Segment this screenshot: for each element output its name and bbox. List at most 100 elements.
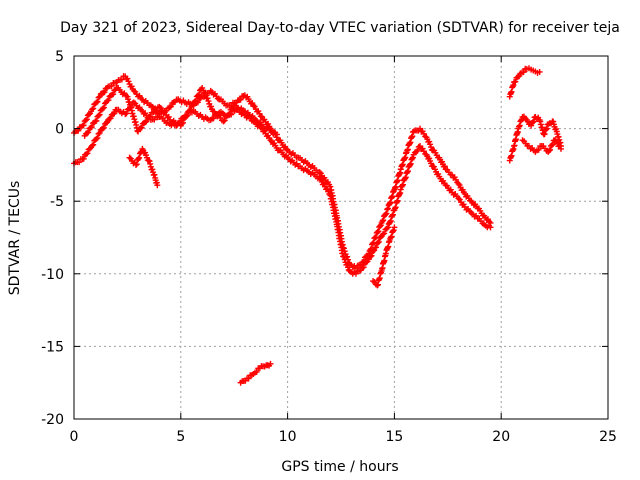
series-track-c: [81, 84, 280, 139]
data-point-marker: [105, 97, 112, 104]
data-point-marker: [84, 130, 91, 137]
data-point-marker: [399, 182, 406, 189]
data-point-marker: [226, 110, 233, 117]
data-point-marker: [516, 123, 522, 130]
data-point-marker: [220, 118, 227, 125]
data-point-marker: [344, 264, 351, 271]
data-point-marker: [228, 105, 235, 112]
data-point-marker: [195, 91, 202, 98]
data-point-marker: [146, 158, 153, 165]
data-point-marker: [110, 91, 117, 98]
data-point-marker: [89, 142, 96, 149]
data-point-marker: [407, 160, 414, 167]
x-tick-label: 10: [279, 429, 297, 445]
data-point-marker: [447, 186, 454, 193]
data-point-marker: [399, 181, 406, 188]
data-point-marker: [94, 98, 101, 105]
data-point-marker: [375, 228, 382, 235]
y-tick-label: -20: [41, 412, 64, 428]
data-point-marker: [126, 154, 133, 161]
data-point-marker: [85, 129, 92, 136]
data-point-marker: [94, 134, 101, 141]
data-point-marker: [90, 141, 97, 148]
series-track-e: [237, 360, 274, 386]
data-point-marker: [253, 368, 260, 375]
series-track-f: [370, 224, 398, 289]
data-point-marker: [363, 259, 370, 266]
data-point-marker: [375, 238, 382, 245]
data-point-marker: [221, 117, 228, 124]
data-point-marker: [546, 147, 553, 154]
data-point-marker: [551, 137, 558, 144]
data-point-marker: [455, 195, 462, 202]
data-point-marker: [404, 168, 411, 175]
series-track-b: [71, 99, 494, 277]
data-point-marker: [389, 212, 396, 219]
data-point-marker: [414, 147, 421, 154]
data-point-marker: [83, 151, 90, 158]
data-point-marker: [93, 99, 100, 106]
data-point-marker: [204, 95, 211, 102]
data-points: [71, 65, 565, 386]
data-point-marker: [138, 124, 145, 131]
data-point-marker: [402, 174, 409, 181]
data-point-marker: [128, 83, 135, 90]
data-point-marker: [389, 211, 396, 218]
data-point-marker: [96, 111, 103, 118]
data-point-marker: [245, 375, 252, 382]
data-point-marker: [99, 125, 106, 132]
data-point-marker: [237, 96, 244, 103]
data-point-marker: [382, 211, 389, 218]
data-point-marker: [426, 138, 433, 145]
data-point-marker: [179, 119, 186, 126]
data-point-marker: [88, 124, 95, 131]
data-point-marker: [387, 218, 394, 225]
data-point-marker: [391, 224, 398, 231]
data-point-marker: [397, 186, 404, 193]
data-point-marker: [122, 111, 129, 118]
data-point-marker: [409, 155, 416, 162]
data-point-marker: [136, 154, 143, 161]
data-point-marker: [455, 180, 462, 187]
data-point-marker: [389, 228, 396, 235]
data-point-marker: [187, 106, 194, 113]
data-point-marker: [103, 120, 110, 127]
data-point-marker: [441, 163, 448, 170]
data-point-marker: [374, 239, 381, 246]
plot-frame: [73, 55, 609, 420]
data-point-marker: [147, 113, 154, 120]
data-point-marker: [100, 104, 107, 111]
data-point-marker: [191, 98, 198, 105]
data-point-marker: [409, 154, 416, 161]
data-point-marker: [99, 105, 106, 112]
data-point-marker: [514, 73, 521, 80]
x-tick-label: 5: [176, 429, 185, 445]
data-point-marker: [344, 261, 351, 268]
data-point-marker: [82, 117, 89, 124]
x-tick-label: 20: [492, 429, 510, 445]
data-point-marker: [111, 110, 118, 117]
data-point-marker: [124, 75, 131, 82]
data-point-marker: [370, 247, 377, 254]
data-point-marker: [194, 92, 201, 99]
data-point-marker: [125, 78, 132, 85]
data-point-marker: [384, 224, 391, 231]
axis-ticks: 0 5 10 15 20 25 -20 -15 -10 -5 0 5: [41, 49, 617, 445]
data-point-marker: [556, 142, 563, 149]
data-point-marker: [85, 111, 92, 118]
data-point-marker: [543, 126, 550, 133]
data-point-marker: [95, 94, 102, 101]
data-point-marker: [151, 171, 158, 178]
y-tick-label: 5: [55, 49, 64, 65]
data-point-marker: [376, 223, 383, 230]
chart-title: Day 321 of 2023, Sidereal Day-to-day VTE…: [60, 20, 620, 36]
data-point-marker: [100, 124, 107, 131]
data-point-marker: [186, 107, 193, 114]
data-point-marker: [535, 146, 542, 153]
data-point-marker: [153, 108, 160, 115]
data-point-marker: [404, 169, 411, 176]
data-point-marker: [390, 227, 397, 234]
data-point-marker: [516, 122, 523, 129]
data-point-marker: [76, 159, 83, 166]
